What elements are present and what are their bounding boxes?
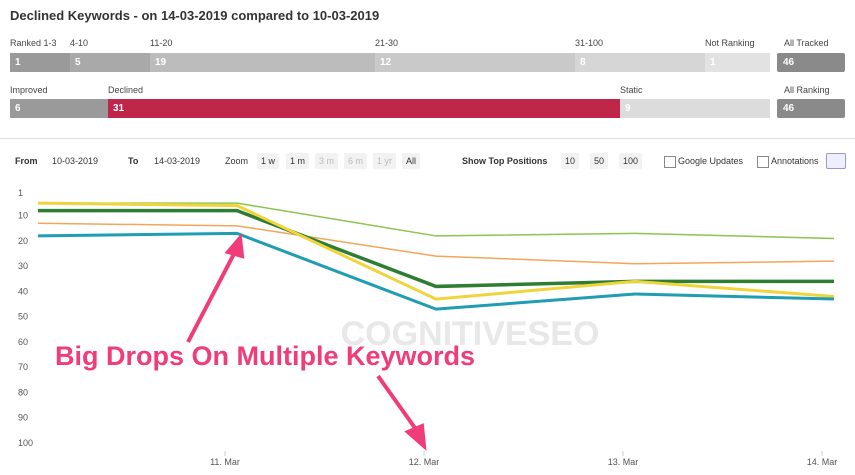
annotation: Big Drops On Multiple Keywords (55, 341, 475, 371)
x-tick-label: 12. Mar (409, 457, 440, 467)
top-button[interactable]: 100 (619, 153, 643, 169)
y-tick-label: 60 (18, 337, 28, 347)
segment-label: Not Ranking (705, 38, 755, 48)
to-date: 14-03-2019 (154, 156, 201, 166)
segment: 31 (108, 99, 620, 118)
series-line (38, 202, 835, 240)
segment: 5 (70, 53, 150, 72)
segment: 1 (10, 53, 70, 72)
arrow (376, 374, 427, 451)
y-tick-label: 10 (18, 211, 28, 221)
segment-label: 21-30 (375, 38, 399, 48)
total-label: All Ranking (784, 85, 830, 95)
zoom-button[interactable]: 1 yr (373, 153, 397, 169)
segment: 1 (705, 53, 770, 72)
segment-label: 4-10 (70, 38, 89, 48)
top-label: Show Top Positions (462, 156, 548, 166)
from-label: From (15, 156, 38, 166)
from-date: 10-03-2019 (52, 156, 99, 166)
series-line (38, 208, 834, 289)
x-tick-label: 11. Mar (210, 457, 240, 467)
checkbox[interactable] (757, 156, 769, 168)
checkbox[interactable] (664, 156, 676, 168)
y-tick-label: 100 (18, 438, 33, 448)
total-label: All Tracked (784, 38, 829, 48)
y-tick-label: 70 (18, 362, 28, 372)
series-line (37, 201, 835, 301)
segment: 19 (150, 53, 375, 72)
title: Declined Keywords - on 14-03-2019 compar… (10, 8, 380, 23)
chart: COGNITIVESEO 1 10 20 30 40 50 60 70 80 90 100 11. M… (18, 188, 838, 467)
segment-label: Static (620, 85, 643, 95)
checkbox-label: Annotations (771, 156, 819, 166)
series-line (37, 231, 835, 311)
segment-label: Improved (10, 85, 48, 95)
segment-label: 31-100 (575, 38, 604, 48)
arrow (186, 233, 245, 343)
y-tick-label: 30 (18, 261, 28, 271)
menu-button[interactable] (826, 153, 846, 169)
series-line (37, 222, 835, 265)
top-button[interactable]: 10 (561, 153, 580, 169)
zoom-label: Zoom (225, 156, 249, 166)
segment-label: Ranked 1-3 (10, 38, 57, 48)
top-button[interactable]: 50 (590, 153, 609, 169)
segment: 9 (620, 99, 770, 118)
segment: 6 (10, 99, 108, 118)
zoom-button[interactable]: 3 m (315, 153, 339, 169)
segment: 8 (575, 53, 705, 72)
segment: 12 (375, 53, 575, 72)
y-tick-label: 90 (18, 413, 28, 423)
y-tick-label: 50 (18, 312, 28, 322)
checkbox-label: Google Updates (678, 156, 744, 166)
y-tick-label: 1 (18, 188, 23, 198)
y-tick-label: 20 (18, 236, 28, 246)
separator (0, 138, 855, 139)
zoom-button[interactable]: 1 m (286, 153, 310, 169)
y-tick-label: 80 (18, 387, 28, 397)
x-tick-label: 13. Mar (608, 457, 639, 467)
total: 46 (777, 99, 845, 118)
segment-label: Declined (108, 85, 144, 95)
zoom-button[interactable]: All (402, 153, 421, 169)
segment-label: 11-20 (150, 38, 173, 48)
x-tick-label: 14. Mar (807, 457, 838, 467)
y-tick-label: 40 (18, 286, 28, 296)
to-label: To (128, 156, 139, 166)
total: 46 (777, 53, 845, 72)
watermark: COGNITIVESEO (341, 315, 600, 353)
zoom-button[interactable]: 6 m (344, 153, 368, 169)
zoom-button[interactable]: 1 w (257, 153, 280, 169)
